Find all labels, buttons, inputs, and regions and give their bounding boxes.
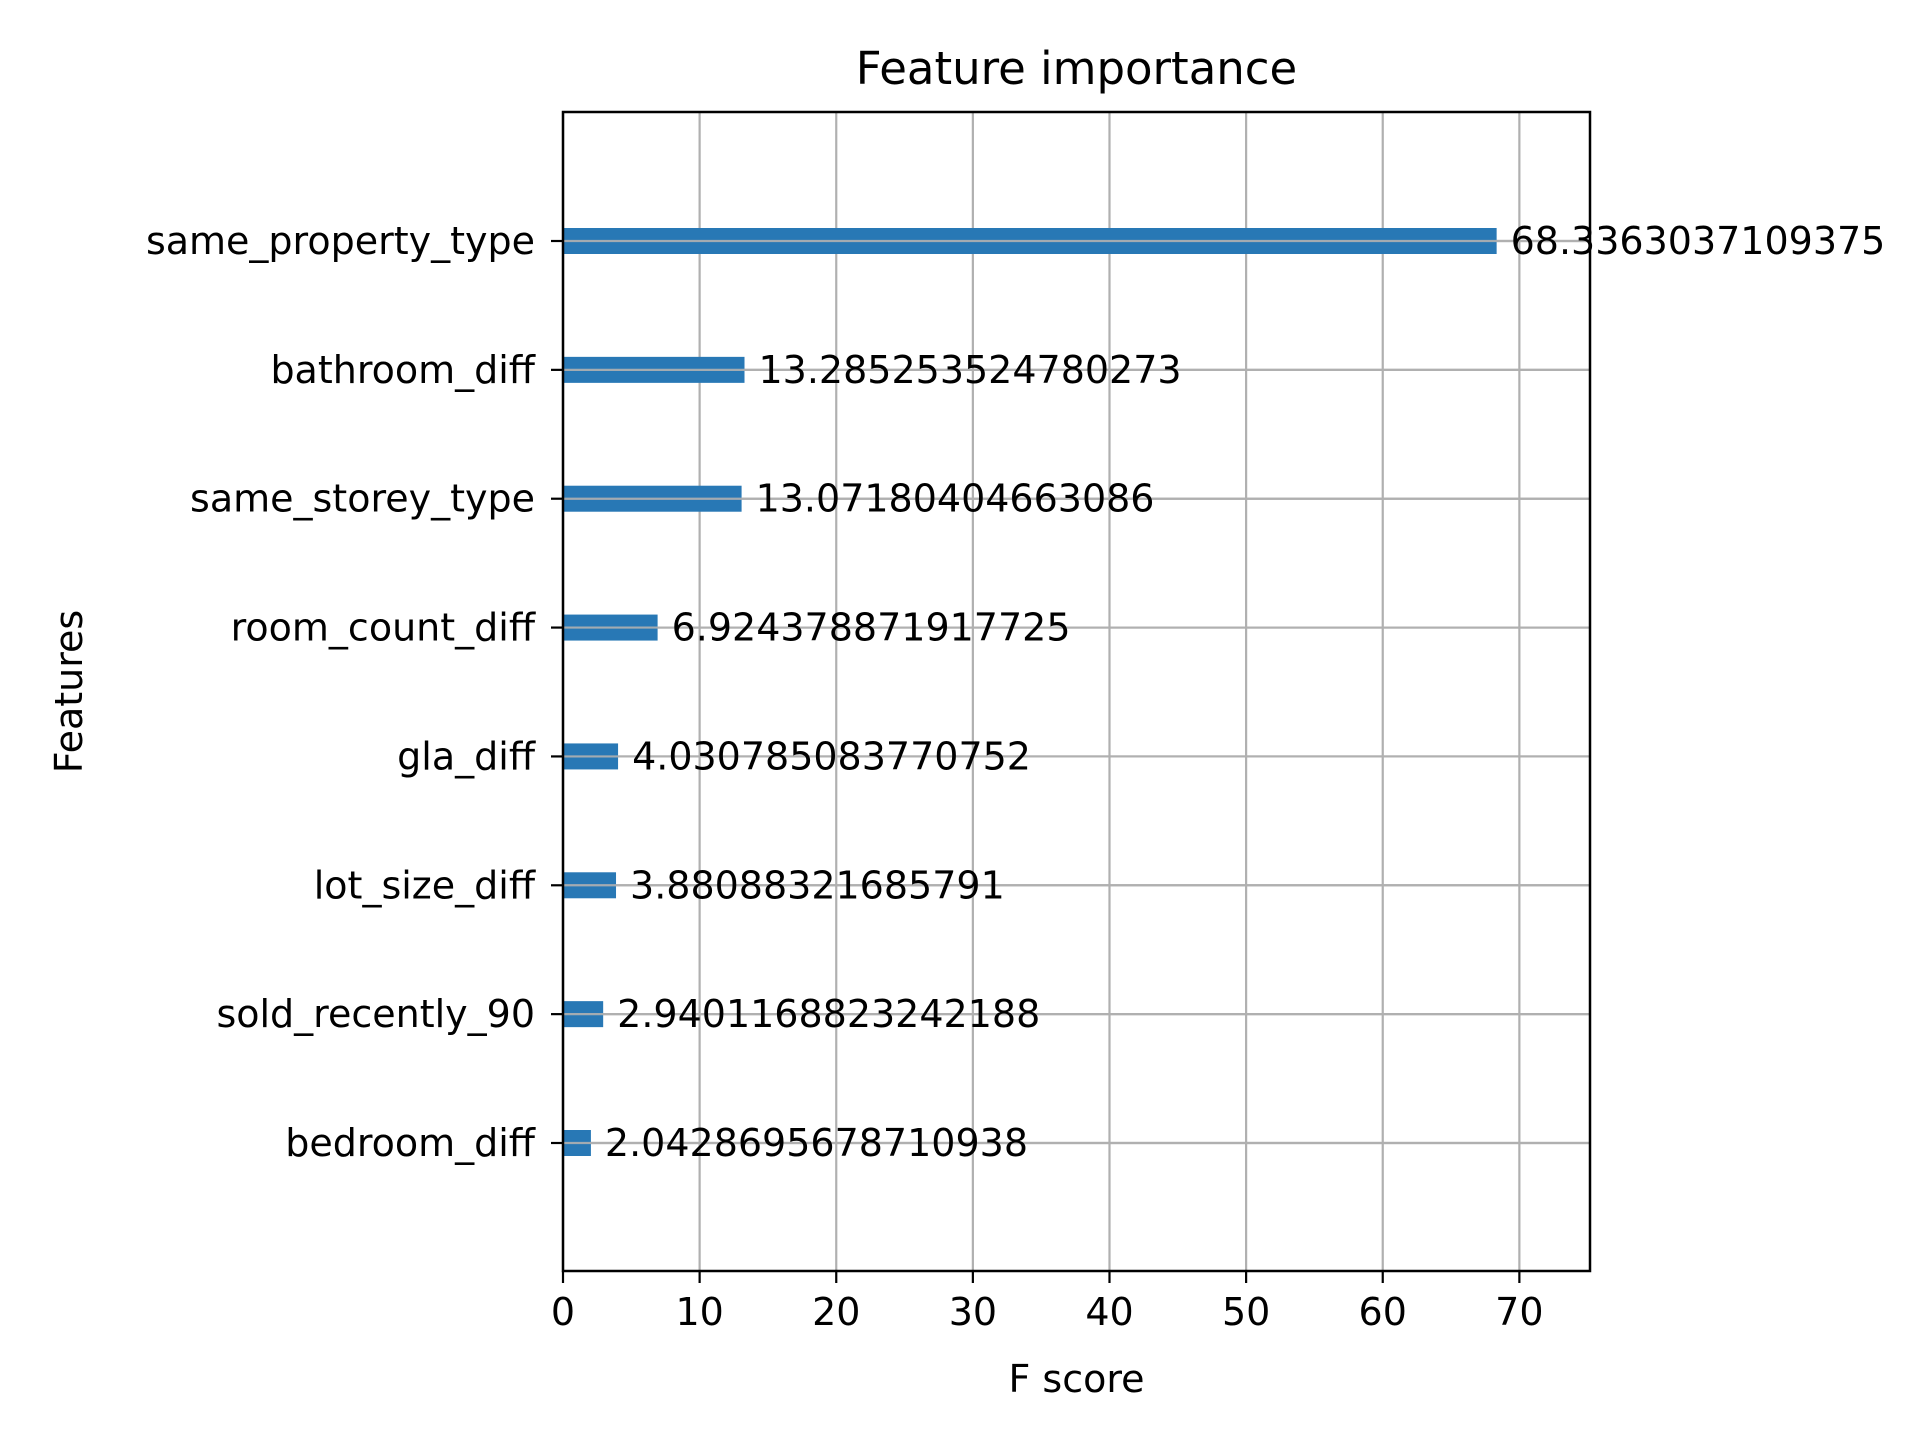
bar-value-label: 13.07180404663086 xyxy=(756,477,1155,521)
x-axis-label: F score xyxy=(1008,1357,1144,1401)
x-tick-label: 20 xyxy=(812,1290,860,1334)
bars xyxy=(563,228,1590,1156)
y-axis-label: Features xyxy=(47,610,91,773)
y-tick-label: lot_size_diff xyxy=(314,863,536,907)
x-tick-label: 60 xyxy=(1359,1290,1407,1334)
chart-title: Feature importance xyxy=(856,42,1297,95)
plot-frame xyxy=(561,110,1592,1273)
grid-lines xyxy=(561,112,1590,1271)
bar-value-label: 2.9401168823242188 xyxy=(617,992,1040,1036)
labels: 0 10 20 30 40 50 60 70 same_property_typebathroo… xyxy=(146,219,1885,1334)
bar-value-label: 3.88088321685791 xyxy=(630,863,1005,907)
axes xyxy=(551,110,1592,1283)
x-tick-label: 10 xyxy=(675,1290,723,1334)
y-tick-label: same_property_type xyxy=(146,219,535,263)
y-tick-label: gla_diff xyxy=(397,734,536,778)
y-tick-label: room_count_diff xyxy=(231,606,536,650)
x-tick-label: 40 xyxy=(1085,1290,1133,1334)
y-tick-label: same_storey_type xyxy=(190,477,535,521)
x-tick-label: 50 xyxy=(1222,1290,1270,1334)
bar-value-label: 6.924378871917725 xyxy=(672,606,1071,650)
x-tick-label: 70 xyxy=(1495,1290,1543,1334)
bar-value-label: 4.030785083770752 xyxy=(632,734,1031,778)
y-tick-label: sold_recently_90 xyxy=(216,992,535,1036)
x-tick-label: 0 xyxy=(551,1290,575,1334)
bar-value-label: 2.0428695678710938 xyxy=(605,1121,1028,1165)
bar-value-label: 68.3363037109375 xyxy=(1511,219,1886,263)
x-tick-label: 30 xyxy=(949,1290,997,1334)
bar-value-label: 13.285253524780273 xyxy=(759,348,1182,392)
y-tick-label: bedroom_diff xyxy=(285,1121,536,1165)
y-tick-label: bathroom_diff xyxy=(270,348,535,392)
